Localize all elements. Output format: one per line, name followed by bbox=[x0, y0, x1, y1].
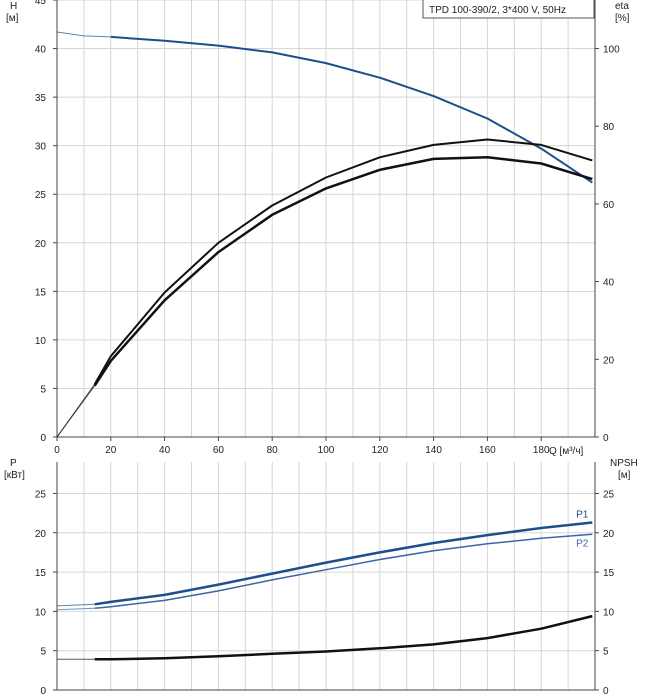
y-left-tick-label: 15 bbox=[35, 568, 47, 579]
x-tick-label: 0 bbox=[54, 445, 60, 456]
y-left-tick-label: 0 bbox=[40, 686, 46, 697]
top-y-left-unit: [м] bbox=[6, 13, 19, 24]
x-tick-label: 20 bbox=[105, 445, 117, 456]
curve-p2 bbox=[94, 533, 593, 609]
series-label-p1: P1 bbox=[576, 510, 589, 521]
bottom-y-right-ticks: 0 5 10 15 20 25 bbox=[595, 489, 615, 697]
bottom-y-left-unit: [кВт] bbox=[4, 470, 25, 481]
top-x-axis-label: Q [м³/ч] bbox=[549, 446, 584, 457]
y-left-tick-label: 40 bbox=[35, 45, 47, 56]
curve-series-2 bbox=[93, 156, 593, 387]
curve-extrapolation bbox=[56, 385, 96, 438]
y-left-tick-label: 15 bbox=[35, 287, 47, 298]
x-tick-label: 100 bbox=[318, 445, 335, 456]
curve-series-0 bbox=[110, 35, 593, 184]
top-x-ticks: 0 20 40 60 80 100 120 140 160 180 bbox=[54, 437, 550, 456]
y-left-tick-label: 25 bbox=[35, 190, 47, 201]
y-left-tick-label: 5 bbox=[40, 647, 46, 658]
y-right-tick-label: 60 bbox=[603, 200, 615, 211]
curve-p1 bbox=[94, 521, 593, 606]
x-tick-label: 180 bbox=[533, 445, 550, 456]
y-right-tick-label: 0 bbox=[603, 686, 609, 697]
y-right-tick-label: 20 bbox=[603, 355, 615, 366]
top-y-left-ticks: 0 5 10 15 20 25 30 35 40 45 bbox=[35, 0, 57, 444]
y-right-tick-label: 5 bbox=[603, 647, 609, 658]
bottom-y-right-unit: [м] bbox=[618, 470, 631, 481]
y-right-tick-label: 40 bbox=[603, 278, 615, 289]
y-right-tick-label: 20 bbox=[603, 529, 615, 540]
y-left-tick-label: 45 bbox=[35, 0, 47, 7]
y-right-tick-label: 15 bbox=[603, 568, 615, 579]
bottom-grid bbox=[56, 462, 596, 691]
curve-series-2 bbox=[94, 614, 593, 661]
x-tick-label: 120 bbox=[371, 445, 388, 456]
head-efficiency-panel: 0 5 10 15 20 25 30 35 40 45 0 20 40 60 80 100 0 20 40 60 8… bbox=[6, 0, 630, 457]
x-tick-label: 80 bbox=[267, 445, 279, 456]
top-y-right-ticks: 0 20 40 60 80 100 bbox=[595, 45, 620, 444]
bottom-y-right-label: NPSH bbox=[610, 458, 638, 469]
top-curves bbox=[56, 31, 593, 438]
y-right-tick-label: 10 bbox=[603, 607, 615, 618]
y-left-tick-label: 10 bbox=[35, 607, 47, 618]
header-label-box: TPD 100-390/2, 3*400 V, 50Hz bbox=[422, 0, 595, 19]
y-left-tick-label: 20 bbox=[35, 529, 47, 540]
y-left-tick-label: 30 bbox=[35, 142, 47, 153]
x-tick-label: 160 bbox=[479, 445, 496, 456]
series-label-p2: P2 bbox=[576, 538, 589, 549]
curve-extrapolation bbox=[56, 603, 95, 607]
top-y-right-unit: [%] bbox=[615, 13, 630, 24]
y-left-tick-label: 20 bbox=[35, 239, 47, 250]
top-y-left-label: H bbox=[10, 1, 17, 12]
x-tick-label: 60 bbox=[213, 445, 225, 456]
y-left-tick-label: 35 bbox=[35, 93, 47, 104]
y-left-tick-label: 10 bbox=[35, 336, 47, 347]
curve-extrapolation bbox=[56, 607, 95, 611]
y-left-tick-label: 25 bbox=[35, 489, 47, 500]
y-right-tick-label: 0 bbox=[603, 433, 609, 444]
top-y-right-label: eta bbox=[615, 1, 629, 12]
header-label: TPD 100-390/2, 3*400 V, 50Hz bbox=[429, 5, 566, 16]
curve-extrapolation bbox=[56, 31, 111, 38]
x-tick-label: 140 bbox=[425, 445, 442, 456]
curve-series-1 bbox=[93, 138, 593, 385]
top-grid bbox=[56, 0, 596, 438]
y-right-tick-label: 100 bbox=[603, 45, 620, 56]
y-left-tick-label: 5 bbox=[40, 384, 46, 395]
y-right-tick-label: 25 bbox=[603, 489, 615, 500]
y-right-tick-label: 80 bbox=[603, 122, 615, 133]
bottom-curves bbox=[56, 521, 593, 661]
bottom-series-labels: P1 P2 bbox=[576, 510, 589, 550]
y-left-tick-label: 0 bbox=[40, 433, 46, 444]
bottom-y-left-ticks: 0 5 10 15 20 25 bbox=[35, 489, 57, 697]
x-tick-label: 40 bbox=[159, 445, 171, 456]
bottom-y-left-label: P bbox=[10, 458, 17, 469]
